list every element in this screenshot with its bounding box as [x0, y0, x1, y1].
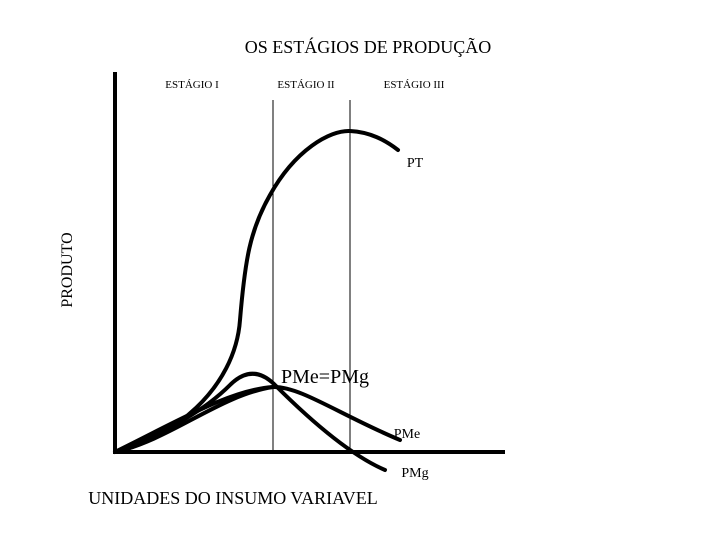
- pme-label: PMe: [394, 427, 420, 442]
- x-axis-label: UNIDADES DO INSUMO VARIAVEL: [88, 488, 378, 508]
- stage-label: ESTÁGIO II: [277, 79, 334, 91]
- stage-label: ESTÁGIO I: [165, 79, 219, 91]
- pt-label: PT: [407, 156, 424, 171]
- pmg-curve: [113, 371, 387, 472]
- title: OS ESTÁGIOS DE PRODUÇÃO: [245, 36, 492, 57]
- curve: [113, 385, 275, 454]
- pt-curve: [113, 128, 400, 454]
- stage-label: ESTÁGIO III: [384, 79, 445, 91]
- y-axis-label: PRODUTO: [59, 232, 76, 307]
- intersection-label: PMe=PMg: [281, 366, 369, 388]
- pmg-label: PMg: [401, 466, 428, 481]
- pme-curve: [113, 384, 402, 454]
